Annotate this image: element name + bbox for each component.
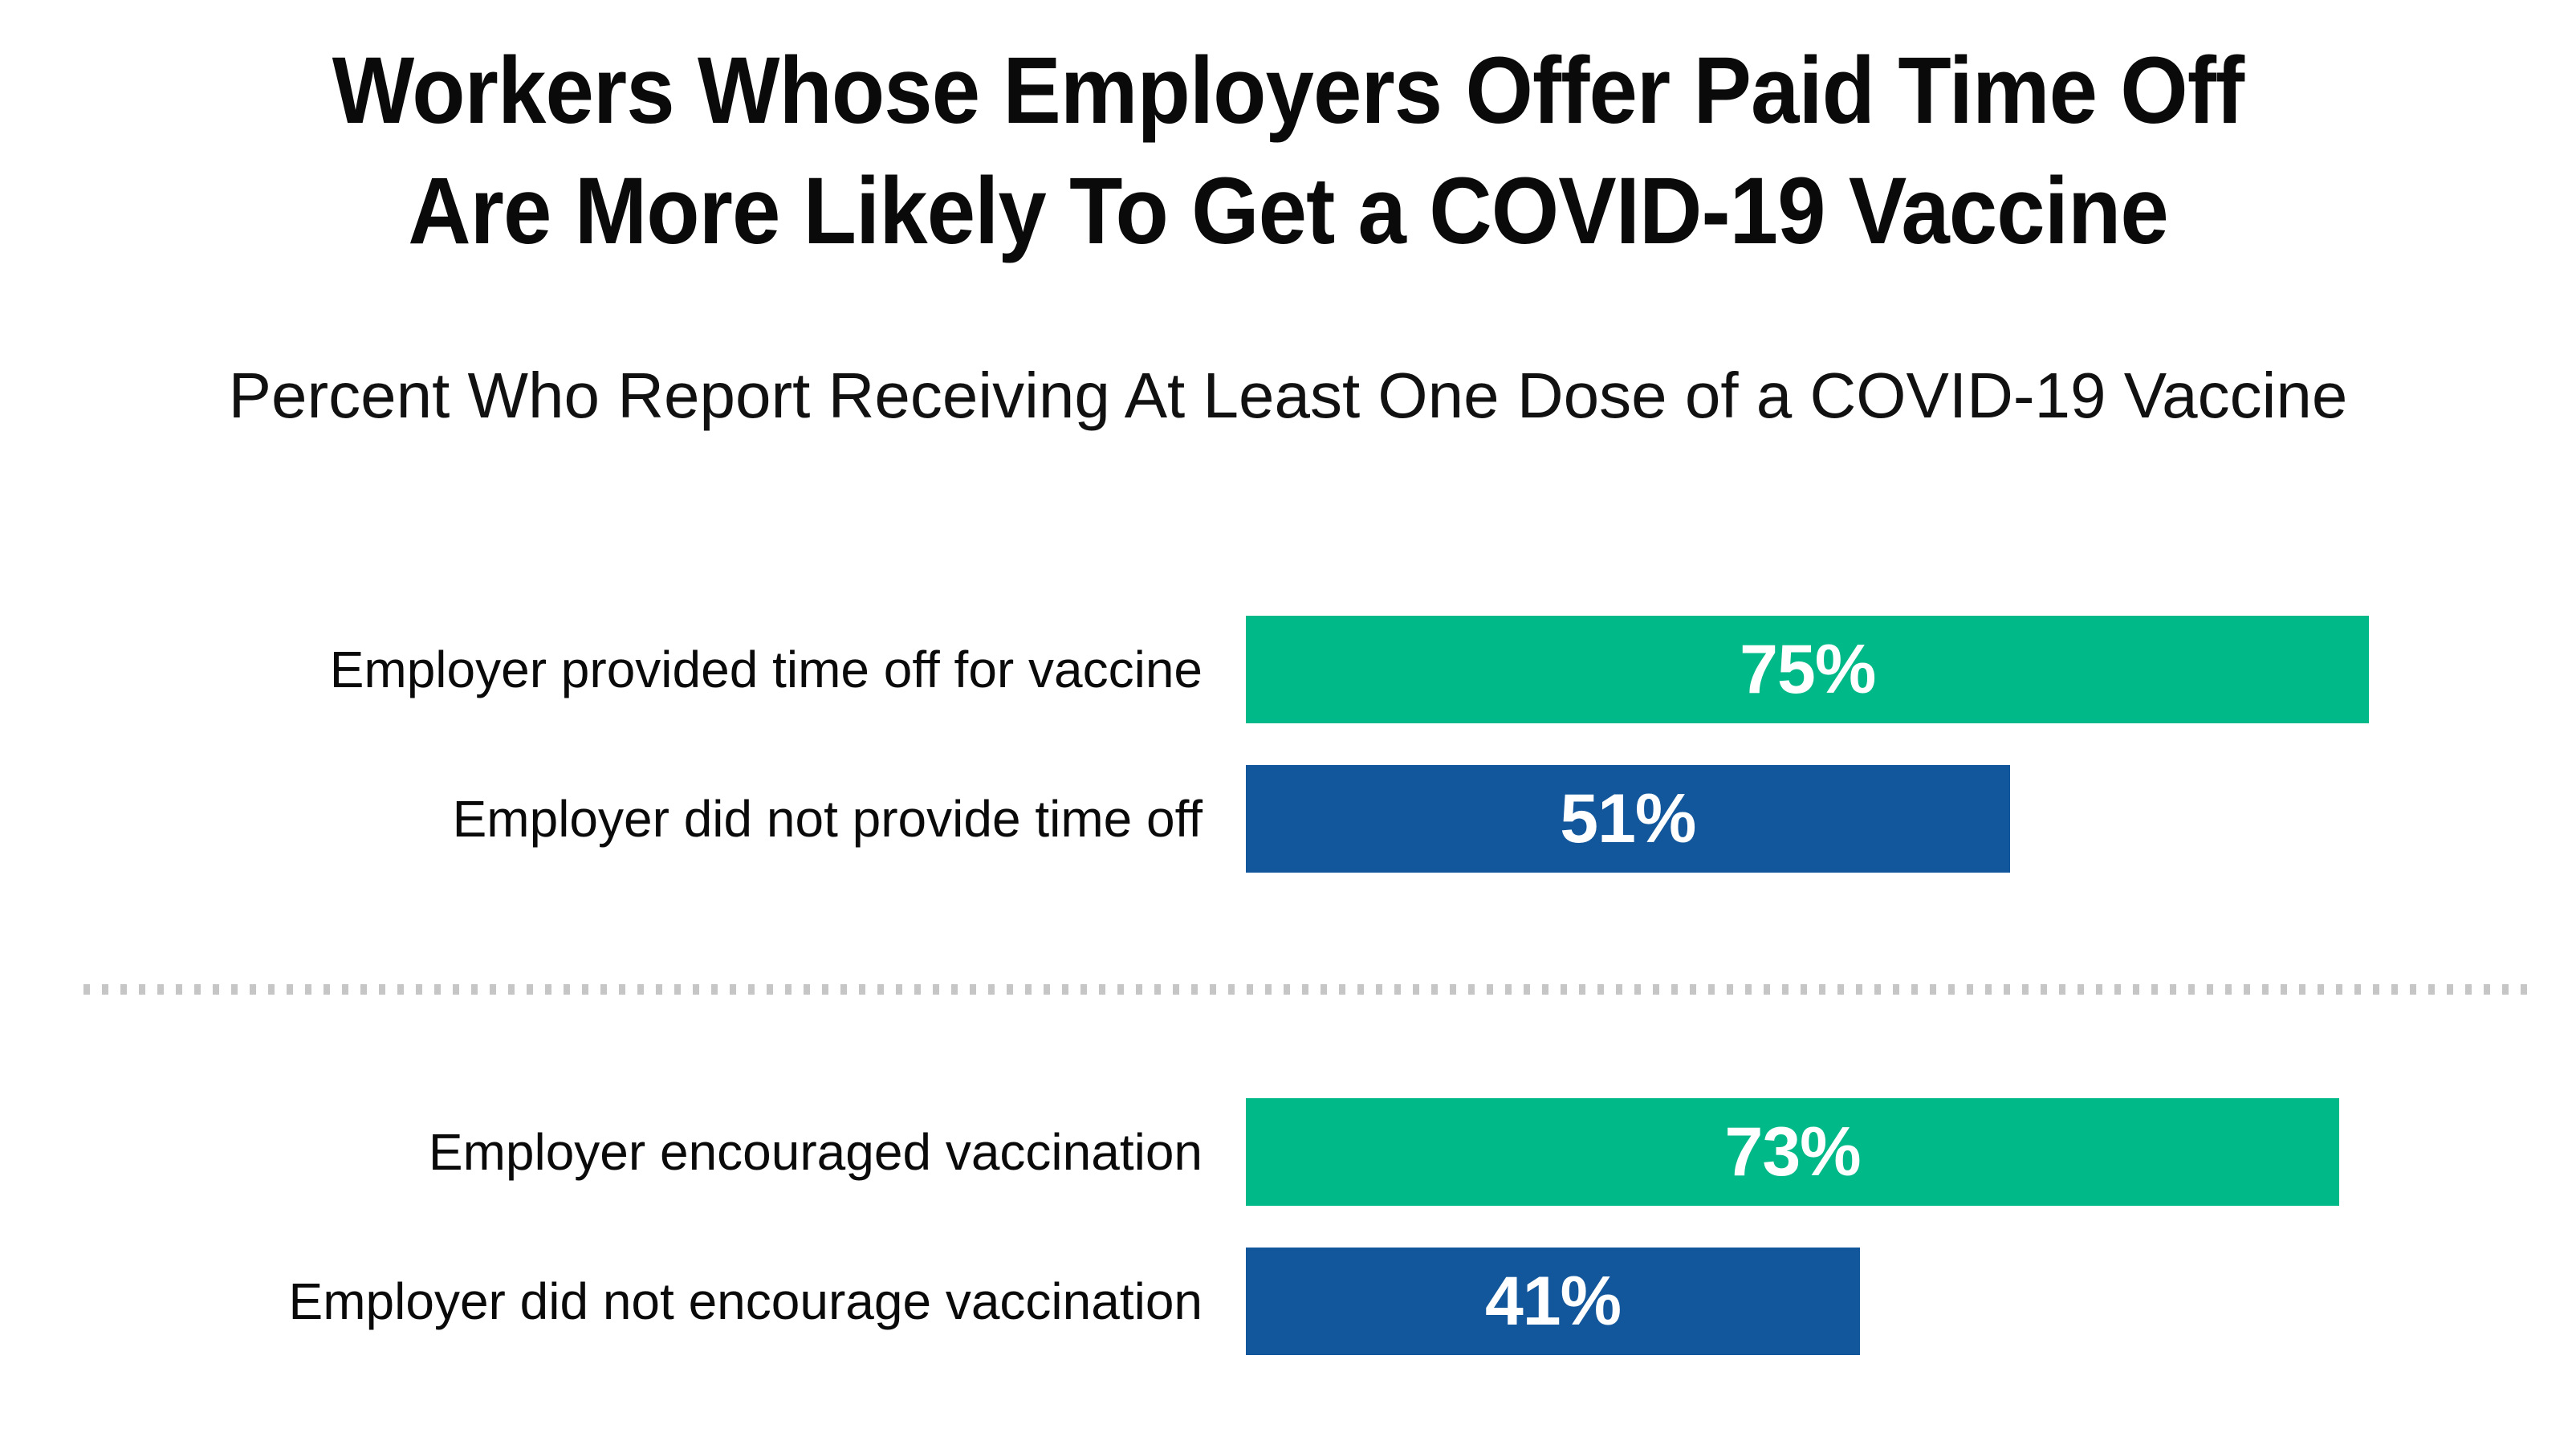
bar-blue-51: 51% [1246, 765, 2010, 873]
bar-row: Employer did not provide time off 51% [0, 765, 2576, 873]
chart-subtitle: Percent Who Report Receiving At Least On… [228, 360, 2348, 431]
bar-track: 73% [1246, 1098, 2576, 1206]
bar-track: 75% [1246, 616, 2576, 723]
chart-title-line-1: Workers Whose Employers Offer Paid Time … [332, 38, 2244, 144]
bar-green-75: 75% [1246, 616, 2370, 723]
bar-value-label: 73% [1724, 1113, 1862, 1191]
chart-title: Workers Whose Employers Offer Paid Time … [103, 31, 2472, 271]
bar-category-label: Employer did not encourage vaccination [288, 1272, 1203, 1330]
bar-row: Employer did not encourage vaccination 4… [0, 1248, 2576, 1355]
chart-title-line-2: Are More Likely To Get a COVID-19 Vaccin… [408, 158, 2169, 264]
bar-category-label: Employer did not provide time off [452, 790, 1203, 848]
bar-category-label: Employer encouraged vaccination [428, 1123, 1203, 1181]
bar-row: Employer encouraged vaccination 73% [0, 1098, 2576, 1206]
bar-row: Employer provided time off for vaccine 7… [0, 616, 2576, 723]
bar-green-73: 73% [1246, 1098, 2340, 1206]
bar-track: 51% [1246, 765, 2576, 873]
bar-blue-41: 41% [1246, 1248, 1861, 1355]
bar-value-label: 75% [1740, 630, 1876, 708]
bar-track: 41% [1246, 1248, 2576, 1355]
bar-value-label: 41% [1484, 1262, 1622, 1340]
group-divider-dotted-line [83, 984, 2528, 995]
bar-category-label: Employer provided time off for vaccine [329, 641, 1203, 698]
bar-value-label: 51% [1560, 779, 1696, 857]
